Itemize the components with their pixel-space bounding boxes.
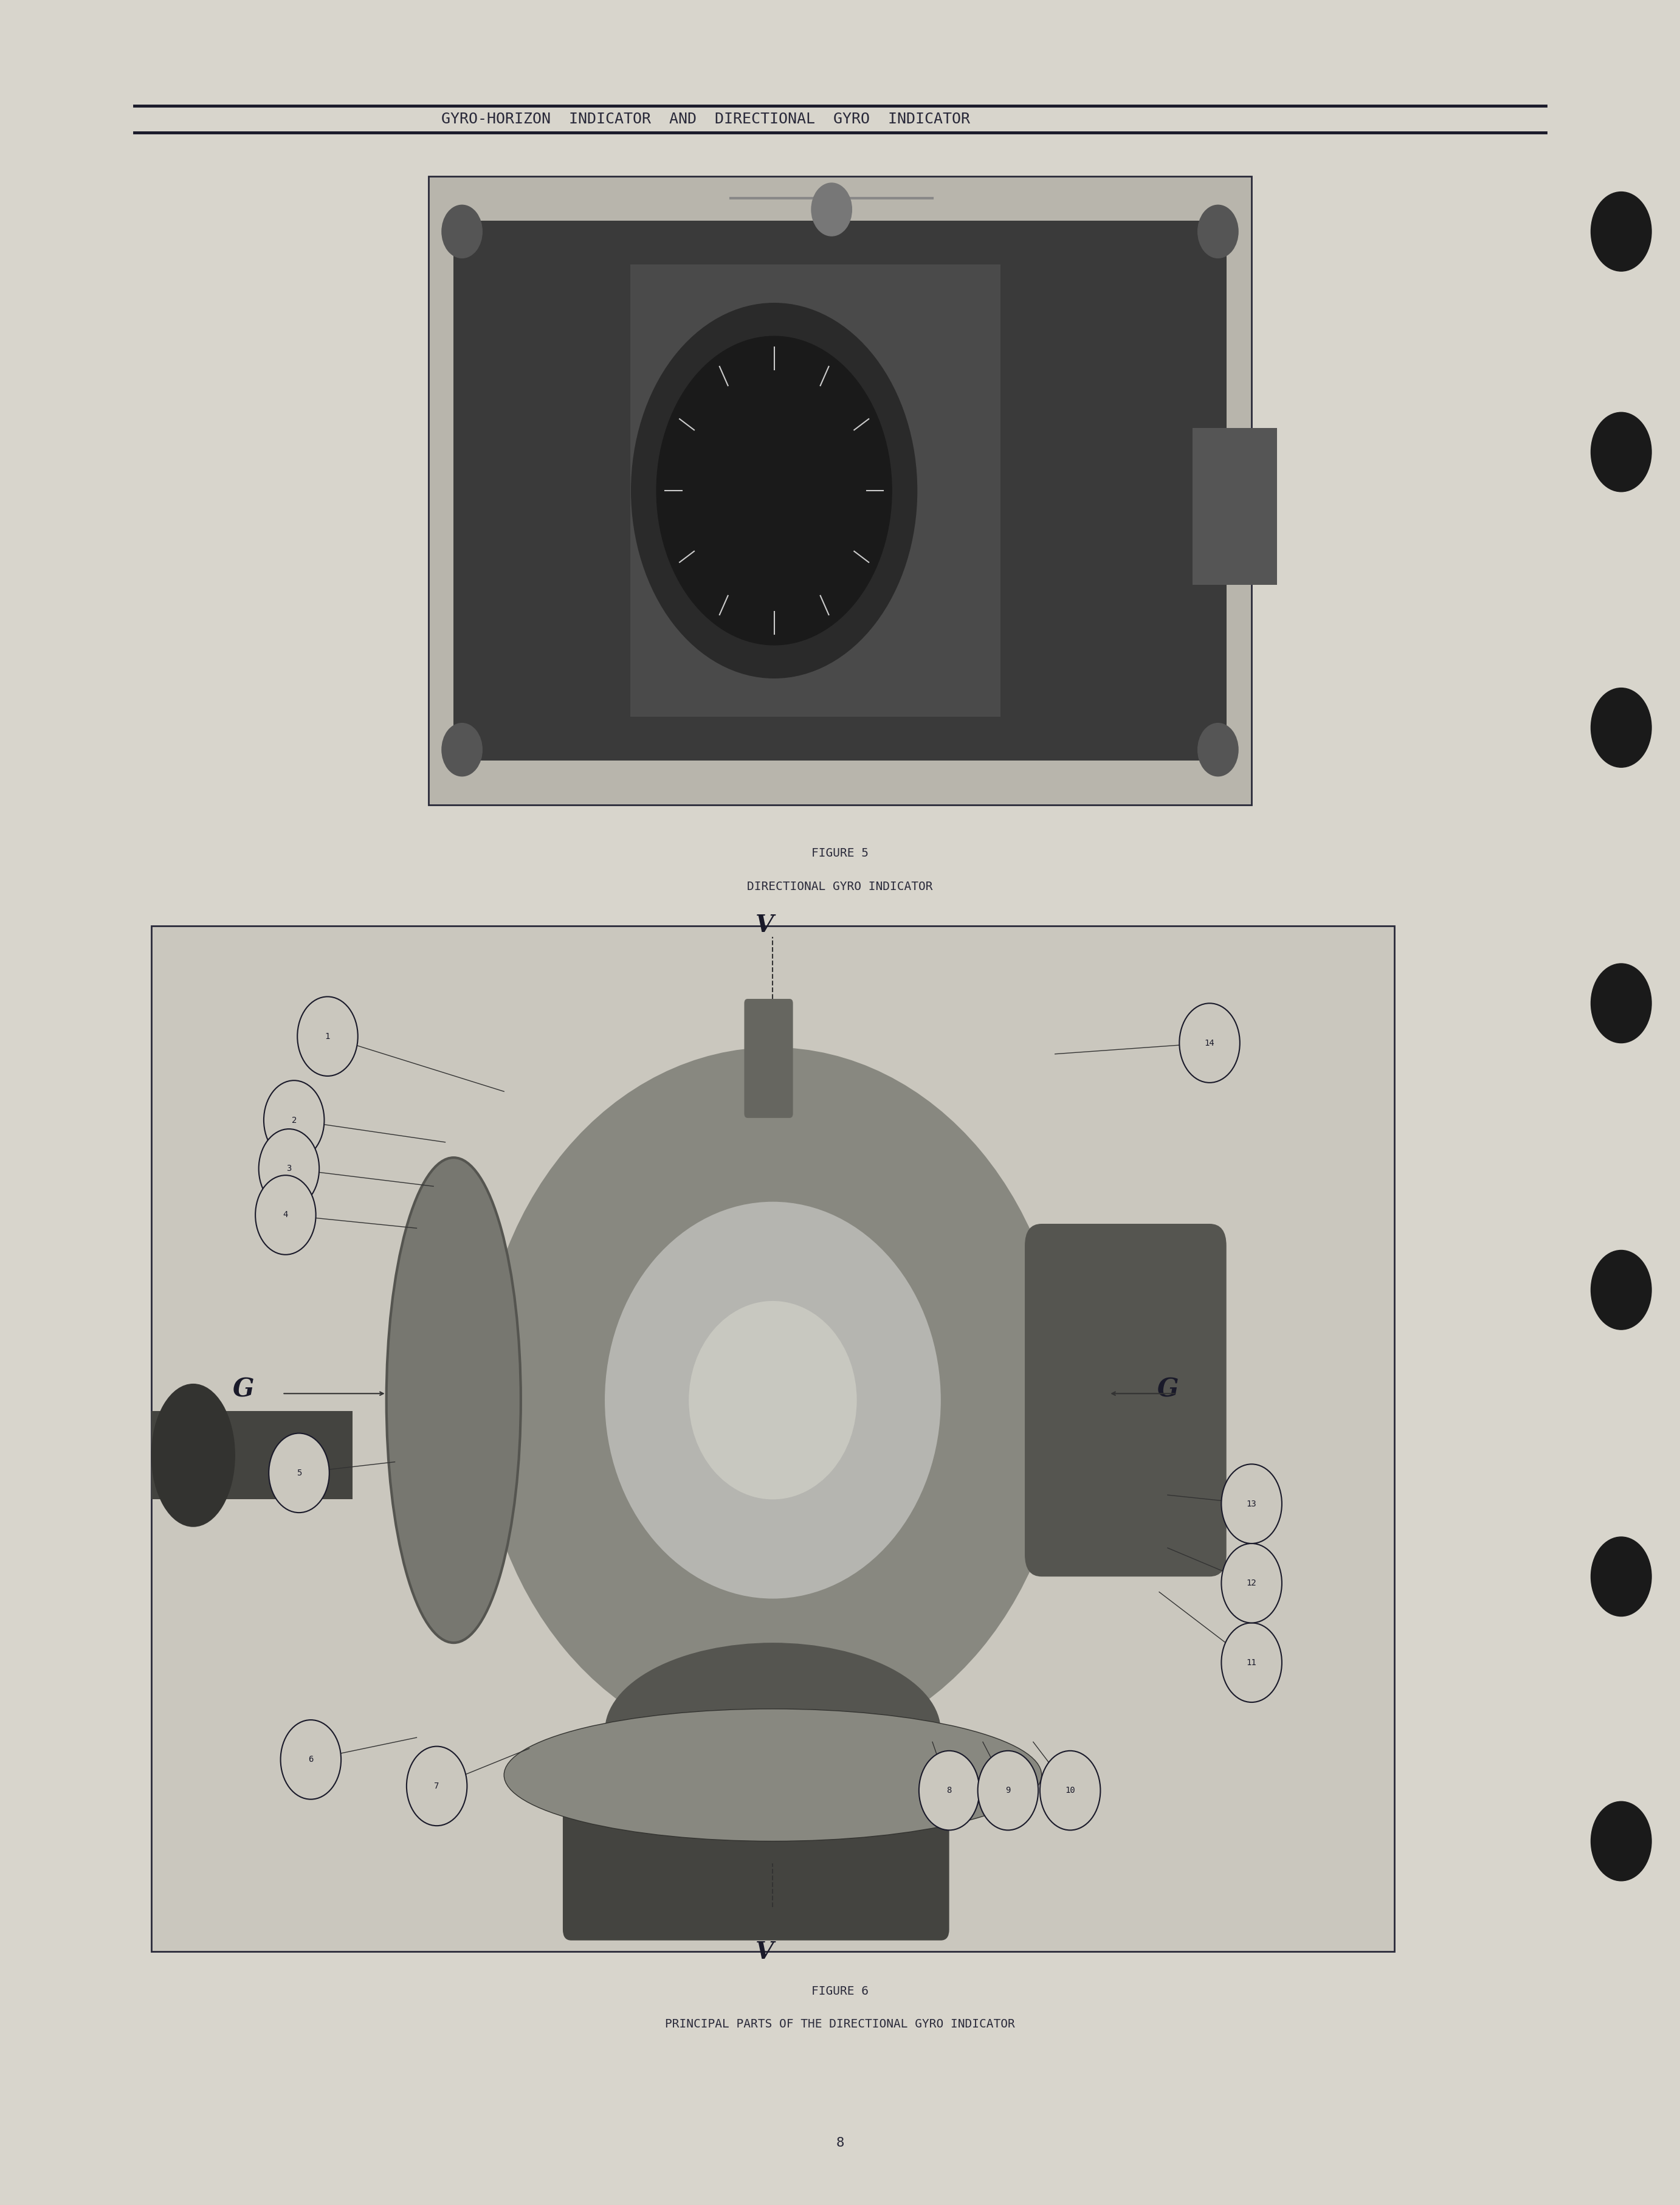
Text: 5: 5 xyxy=(296,1469,302,1477)
Bar xyxy=(1193,428,1277,584)
Circle shape xyxy=(1591,192,1651,271)
Circle shape xyxy=(1221,1623,1282,1702)
Text: G: G xyxy=(1158,1376,1178,1402)
Ellipse shape xyxy=(605,1643,941,1819)
Circle shape xyxy=(657,337,892,644)
Circle shape xyxy=(1591,1250,1651,1330)
Circle shape xyxy=(442,723,482,776)
Text: 13: 13 xyxy=(1247,1499,1257,1508)
Text: DIRECTIONAL GYRO INDICATOR: DIRECTIONAL GYRO INDICATOR xyxy=(748,880,932,893)
Circle shape xyxy=(1179,1003,1240,1083)
Circle shape xyxy=(442,205,482,258)
Ellipse shape xyxy=(689,1301,857,1499)
Text: 4: 4 xyxy=(282,1211,289,1219)
Circle shape xyxy=(269,1433,329,1513)
Text: 8: 8 xyxy=(946,1786,953,1795)
Text: 2: 2 xyxy=(291,1116,297,1125)
Text: G: G xyxy=(234,1376,254,1402)
Ellipse shape xyxy=(479,1047,1067,1753)
Circle shape xyxy=(1198,205,1238,258)
Bar xyxy=(151,926,1394,1951)
FancyBboxPatch shape xyxy=(744,999,793,1118)
Ellipse shape xyxy=(386,1158,521,1643)
Text: 10: 10 xyxy=(1065,1786,1075,1795)
Bar xyxy=(630,265,1000,717)
Text: 6: 6 xyxy=(307,1755,314,1764)
Text: 8: 8 xyxy=(837,2137,843,2150)
Text: FIGURE 6: FIGURE 6 xyxy=(811,1984,869,1998)
Circle shape xyxy=(259,1129,319,1208)
Circle shape xyxy=(1221,1464,1282,1543)
Text: PRINCIPAL PARTS OF THE DIRECTIONAL GYRO INDICATOR: PRINCIPAL PARTS OF THE DIRECTIONAL GYRO … xyxy=(665,2018,1015,2031)
Circle shape xyxy=(1198,723,1238,776)
Circle shape xyxy=(978,1751,1038,1830)
Circle shape xyxy=(1591,412,1651,492)
Text: 1: 1 xyxy=(324,1032,331,1041)
Circle shape xyxy=(255,1175,316,1255)
Ellipse shape xyxy=(151,1385,235,1526)
Bar xyxy=(454,221,1226,761)
Bar xyxy=(428,176,1252,805)
Text: 3: 3 xyxy=(286,1164,292,1173)
Text: FIGURE 5: FIGURE 5 xyxy=(811,847,869,860)
FancyBboxPatch shape xyxy=(563,1797,949,1940)
Text: 12: 12 xyxy=(1247,1579,1257,1588)
Circle shape xyxy=(1591,688,1651,767)
Circle shape xyxy=(1591,1801,1651,1881)
Text: 14: 14 xyxy=(1205,1039,1215,1047)
Ellipse shape xyxy=(605,1202,941,1599)
Bar xyxy=(151,1411,353,1499)
Text: 11: 11 xyxy=(1247,1658,1257,1667)
Circle shape xyxy=(919,1751,979,1830)
Circle shape xyxy=(264,1080,324,1160)
FancyBboxPatch shape xyxy=(1025,1224,1226,1577)
Circle shape xyxy=(1040,1751,1100,1830)
Ellipse shape xyxy=(504,1709,1042,1841)
Circle shape xyxy=(1591,964,1651,1043)
Circle shape xyxy=(811,183,852,236)
Circle shape xyxy=(632,304,917,679)
Circle shape xyxy=(407,1746,467,1826)
Text: V: V xyxy=(756,915,773,937)
Text: GYRO-HORIZON  INDICATOR  AND  DIRECTIONAL  GYRO  INDICATOR: GYRO-HORIZON INDICATOR AND DIRECTIONAL G… xyxy=(442,112,969,126)
Circle shape xyxy=(1591,1537,1651,1616)
Text: 9: 9 xyxy=(1005,1786,1011,1795)
Circle shape xyxy=(297,997,358,1076)
Circle shape xyxy=(1221,1543,1282,1623)
Text: 7: 7 xyxy=(433,1782,440,1790)
Text: V: V xyxy=(756,1940,773,1962)
Circle shape xyxy=(281,1720,341,1799)
